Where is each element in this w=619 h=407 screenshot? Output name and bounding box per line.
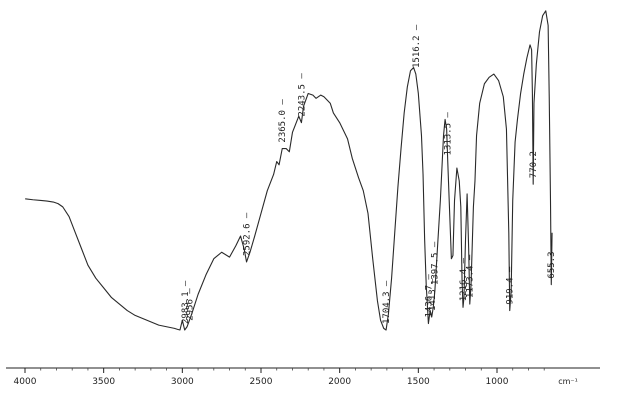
peak-label-10: 1313.5 – [444, 112, 454, 156]
peak-label-3: 2365.0 – [278, 99, 288, 143]
peak-label-1: 2956 – [185, 288, 195, 321]
peak-annotation-4: 2243.5 – [297, 73, 307, 117]
x-tick-label-3000: 3000 [171, 377, 194, 387]
x-tick-label-2500: 2500 [250, 377, 273, 387]
x-tick-label-2000: 2000 [328, 377, 351, 387]
peak-annotation-2: 2592.6 – [242, 212, 252, 256]
peak-label-6: 1516.2 – [412, 24, 422, 68]
x-tick-label-4000: 4000 [14, 377, 37, 387]
peak-annotation-10: 1313.5 – [444, 112, 454, 156]
peak-annotation-15: 655.3 – [547, 240, 557, 279]
peak-label-8: 1413 – [428, 278, 438, 311]
peak-annotation-7: 1436.7 – [424, 274, 434, 318]
peak-annotation-0: 2983.1 – [181, 280, 191, 324]
x-tick-label-1000: 1000 [486, 377, 509, 387]
peak-label-15: 655.3 – [547, 240, 557, 279]
peak-label-5: 1704.3 – [382, 280, 392, 324]
x-tick-label-3500: 3500 [92, 377, 115, 387]
peak-annotation-14: 770.2 – [529, 140, 539, 179]
peak-label-7: 1436.7 – [424, 274, 434, 318]
peak-annotation-13: 919.4 – [506, 266, 516, 305]
peak-annotation-3: 2365.0 – [278, 99, 288, 143]
peak-label-4: 2243.5 – [297, 73, 307, 117]
peak-label-0: 2983.1 – [181, 280, 191, 324]
peak-label-11: 1216.4 – [459, 257, 469, 301]
peak-annotation-6: 1516.2 – [412, 24, 422, 68]
peak-annotation-8: 1413 – [428, 278, 438, 311]
x-tick-label-1500: 1500 [407, 377, 430, 387]
peak-annotation-5: 1704.3 – [382, 280, 392, 324]
peak-label-13: 919.4 – [506, 266, 516, 305]
peak-annotation-9: 1397.5 – [431, 241, 441, 285]
peak-annotation-1: 2956 – [185, 288, 195, 321]
peak-label-12: 1173.4 – [466, 254, 476, 298]
peak-annotation-11: 1216.4 – [459, 257, 469, 301]
x-unit-label: cm⁻¹ [558, 377, 578, 386]
peak-label-14: 770.2 – [529, 140, 539, 179]
peak-label-9: 1397.5 – [431, 241, 441, 285]
spectrum-line-0 [25, 10, 553, 331]
peak-annotation-12: 1173.4 – [466, 254, 476, 298]
peak-label-2: 2592.6 – [242, 212, 252, 256]
